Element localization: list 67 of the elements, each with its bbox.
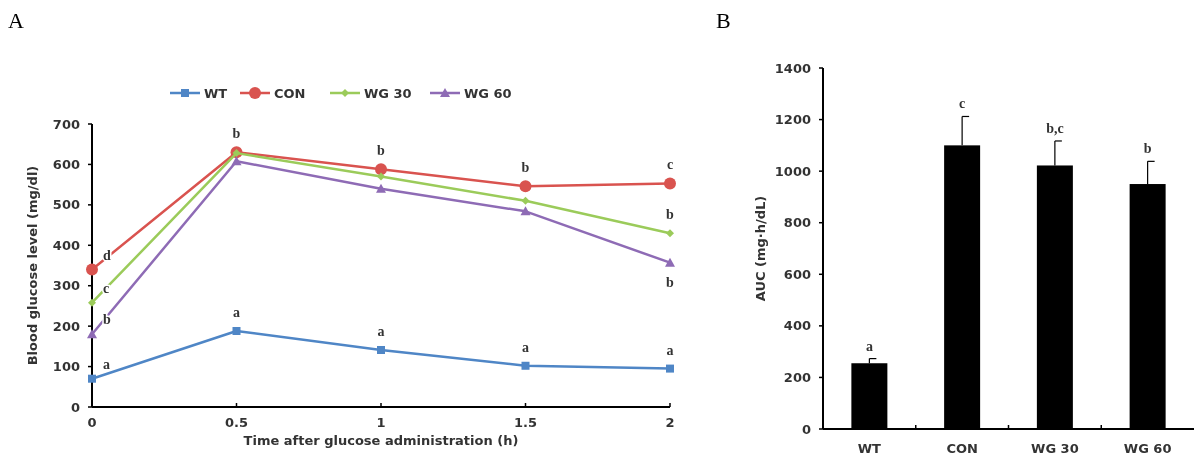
x-tick-label: WT xyxy=(857,441,882,456)
x-tick-label: 0 xyxy=(87,415,97,430)
point xyxy=(375,163,387,176)
x-tick-label: WG 30 xyxy=(1031,441,1079,456)
x-tick-label: 1.5 xyxy=(513,415,538,430)
y-tick-label: 400 xyxy=(52,237,80,253)
y-tick-label: 500 xyxy=(52,197,80,213)
legend-label: WG 30 xyxy=(364,85,412,101)
annotation: b xyxy=(232,126,241,142)
annotation: b xyxy=(521,160,530,176)
annotation: c xyxy=(959,96,966,112)
point xyxy=(666,229,674,238)
annotation: b xyxy=(666,274,675,290)
point xyxy=(519,180,532,193)
annotation: b xyxy=(666,207,675,223)
point xyxy=(87,329,97,339)
y-tick-label: 1000 xyxy=(774,163,811,179)
point xyxy=(376,183,386,193)
x-tick-label: WG 60 xyxy=(1123,441,1172,456)
y-tick-label: 200 xyxy=(52,318,80,334)
y-tick-label: 700 xyxy=(52,116,80,132)
point xyxy=(666,364,674,373)
y-axis-title: AUC (mg·h/dL) xyxy=(753,195,768,302)
y-tick-label: 200 xyxy=(783,369,811,385)
y-tick-label: 400 xyxy=(783,318,811,334)
y-tick-label: 100 xyxy=(52,359,80,375)
legend-label: WG 60 xyxy=(464,85,512,101)
chart-title: B xyxy=(716,8,731,33)
point xyxy=(664,177,676,190)
x-tick-label: 0.5 xyxy=(224,415,249,430)
point xyxy=(232,326,241,335)
annotation: c xyxy=(103,280,110,296)
annotation: c xyxy=(666,157,674,173)
annotation: b xyxy=(1143,141,1152,157)
y-tick-label: 600 xyxy=(52,156,80,172)
annotation: a xyxy=(522,339,529,355)
annotation: b,c xyxy=(1046,120,1064,136)
point xyxy=(665,257,675,267)
annotation: a xyxy=(865,338,873,354)
point xyxy=(377,172,385,181)
point xyxy=(521,361,530,370)
y-tick-label: 600 xyxy=(783,266,811,282)
point xyxy=(231,156,242,166)
y-tick-label: 800 xyxy=(783,215,811,231)
annotation: a xyxy=(666,342,674,358)
annotation: b xyxy=(377,143,386,159)
x-tick-label: 1 xyxy=(376,415,386,430)
point xyxy=(86,263,98,276)
y-tick-label: 1200 xyxy=(774,112,811,128)
point xyxy=(521,196,530,205)
annotation: a xyxy=(233,304,240,320)
legend-label: WT xyxy=(204,85,228,101)
annotation: a xyxy=(103,356,110,372)
y-tick-label: 0 xyxy=(70,399,80,415)
point xyxy=(520,206,531,216)
y-tick-label: 300 xyxy=(52,278,80,294)
annotation: a xyxy=(377,324,385,339)
point xyxy=(88,374,96,383)
chart-title: A xyxy=(8,8,24,33)
x-tick-label: CON xyxy=(946,441,978,456)
point xyxy=(377,346,385,354)
x-tick-label: 2 xyxy=(665,415,675,430)
legend-label: CON xyxy=(274,85,306,101)
y-tick-label: 1400 xyxy=(774,60,811,76)
y-axis-title: Blood glucose level (mg/dl) xyxy=(25,165,40,366)
x-axis-title: Time after glucose administration (h) xyxy=(243,433,519,448)
point xyxy=(88,298,96,307)
